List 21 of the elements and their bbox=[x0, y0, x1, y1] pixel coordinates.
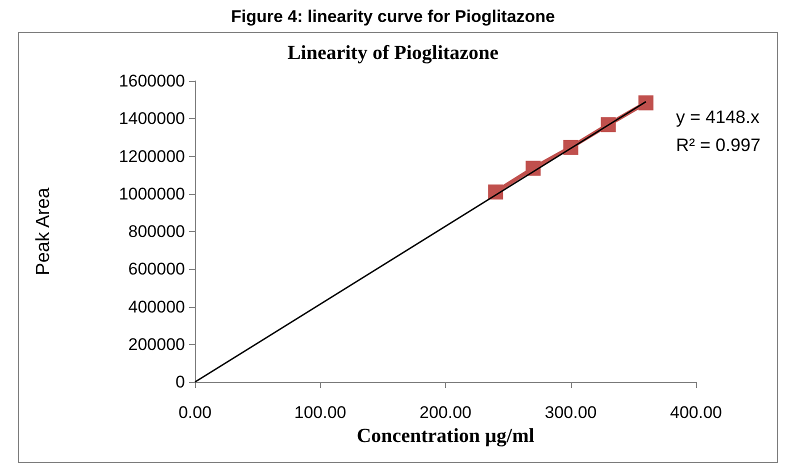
annotation: R² = 0.997 bbox=[676, 135, 761, 155]
annotation: y = 4148.x bbox=[676, 107, 760, 127]
y-tick-label: 800000 bbox=[128, 222, 185, 241]
y-tick-label: 1400000 bbox=[118, 109, 185, 128]
y-tick-label: 0 bbox=[176, 372, 185, 392]
x-axis-title: Concentration µg/ml bbox=[356, 424, 535, 447]
y-axis-title: Peak Area bbox=[33, 187, 54, 276]
chart-title: Linearity of Pioglitazone bbox=[287, 42, 499, 64]
y-tick-label: 400000 bbox=[128, 297, 185, 316]
y-tick-label: 1000000 bbox=[118, 184, 185, 204]
y-tick-label: 200000 bbox=[128, 334, 185, 354]
x-tick-label: 0.00 bbox=[178, 403, 212, 422]
point bbox=[638, 95, 654, 110]
caption: Figure 4: linearity curve for Pioglitazone bbox=[230, 7, 556, 26]
x-tick-label: 300.00 bbox=[544, 403, 597, 422]
y-tick-label: 1200000 bbox=[118, 146, 185, 166]
x-tick-label: 200.00 bbox=[420, 403, 472, 422]
x-tick-label: 400.00 bbox=[670, 403, 722, 422]
y-tick-label: 600000 bbox=[128, 260, 185, 279]
y-tick-label: 1600000 bbox=[118, 72, 185, 90]
x-tick-label: 100.00 bbox=[294, 403, 346, 422]
